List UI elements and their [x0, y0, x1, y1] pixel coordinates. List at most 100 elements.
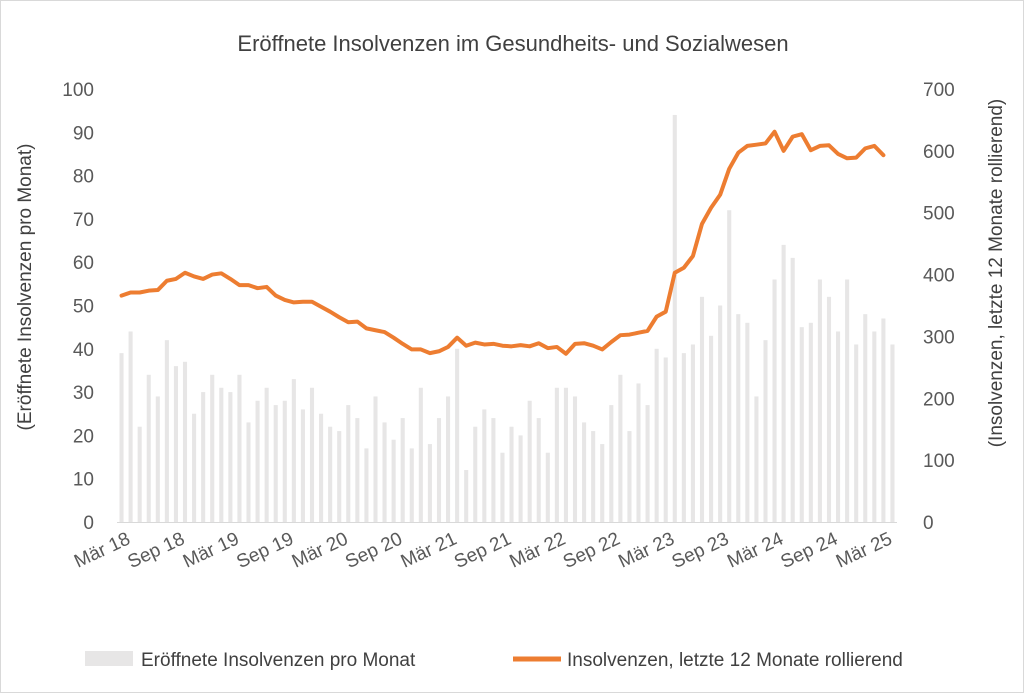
monthly-bar: [727, 210, 732, 523]
monthly-bar: [826, 296, 832, 522]
right-y-axis-ticks: 0 100 200 300 400 500 600 700: [923, 80, 955, 534]
monthly-bar: [554, 387, 559, 522]
monthly-bar: [137, 426, 142, 522]
legend-line-label: Insolvenzen, letzte 12 Monate rollierend: [567, 650, 903, 671]
monthly-bar: [527, 400, 532, 522]
monthly-bar: [518, 435, 523, 522]
monthly-bar: [845, 279, 850, 522]
monthly-bar: [536, 418, 541, 522]
y2-tick-label: 100: [923, 451, 955, 472]
y-tick-label: 30: [73, 383, 94, 404]
y-tick-label: 90: [73, 123, 94, 144]
monthly-bar: [636, 383, 641, 522]
monthly-bar: [391, 439, 396, 522]
chart-title: Eröffnete Insolvenzen im Gesundheits- un…: [237, 31, 788, 56]
monthly-bar: [328, 426, 333, 522]
monthly-bar: [509, 426, 514, 522]
x-tick-label: Mär 20: [289, 528, 351, 572]
monthly-bar: [309, 387, 315, 522]
monthly-bar: [119, 353, 124, 522]
y-tick-label: 40: [73, 340, 94, 361]
x-tick-label: Sep 19: [233, 528, 296, 572]
monthly-bar: [591, 431, 596, 522]
monthly-bar: [337, 431, 342, 522]
monthly-bar: [754, 396, 759, 522]
monthly-bar: [609, 405, 614, 522]
monthly-bar: [364, 448, 369, 522]
x-tick-label: Sep 18: [125, 528, 188, 572]
monthly-bar: [155, 396, 160, 522]
monthly-bar: [600, 444, 605, 522]
monthly-bar: [201, 392, 206, 522]
monthly-bar: [400, 418, 405, 522]
monthly-bar: [854, 344, 859, 522]
x-tick-label: Sep 20: [342, 528, 405, 572]
y2-tick-label: 500: [923, 204, 955, 225]
left-y-axis-label: (Eröffnete Insolvenzen pro Monat): [15, 144, 36, 431]
y2-tick-label: 700: [923, 80, 955, 101]
monthly-bar: [500, 452, 505, 522]
y-tick-label: 50: [73, 297, 94, 318]
monthly-bar: [781, 244, 786, 522]
monthly-bar: [291, 379, 296, 522]
monthly-bar: [355, 418, 360, 522]
x-tick-label: Mär 23: [615, 528, 677, 572]
x-tick-label: Mär 19: [180, 528, 242, 572]
monthly-bar: [618, 374, 623, 522]
monthly-bar: [464, 470, 469, 522]
monthly-bar: [672, 114, 677, 522]
monthly-bar: [799, 327, 804, 522]
y-tick-label: 70: [73, 210, 94, 231]
monthly-bar: [790, 257, 795, 522]
x-tick-label: Sep 22: [560, 528, 623, 572]
monthly-bar-series: [119, 114, 895, 523]
monthly-bar: [264, 387, 269, 522]
monthly-bar: [219, 387, 224, 522]
monthly-bar: [210, 374, 215, 522]
monthly-bar: [146, 374, 151, 522]
legend-bar-swatch: [85, 651, 133, 666]
monthly-bar: [872, 331, 877, 522]
rolling-12-month-line: [119, 129, 886, 356]
monthly-bar: [699, 296, 705, 522]
monthly-bar: [182, 361, 188, 522]
monthly-bar: [654, 348, 659, 522]
monthly-bar: [446, 396, 451, 522]
monthly-bar: [436, 418, 442, 522]
x-tick-label: Mär 24: [724, 528, 787, 572]
x-tick-label: Sep 23: [669, 528, 732, 572]
monthly-bar: [763, 340, 768, 522]
legend-bar-label: Eröffnete Insolvenzen pro Monat: [141, 650, 416, 671]
monthly-bar: [572, 396, 578, 522]
monthly-bar: [545, 452, 550, 522]
y-tick-label: 60: [73, 253, 94, 274]
monthly-bar: [246, 422, 251, 522]
monthly-bar: [418, 387, 423, 522]
monthly-bar: [409, 448, 414, 522]
left-y-axis-ticks: 0 10 20 30 40 50 60 70 80 90 100: [62, 80, 94, 534]
monthly-bar: [836, 331, 841, 522]
monthly-bar: [645, 405, 650, 522]
y-tick-label: 100: [62, 80, 94, 101]
x-tick-label: Mär 18: [71, 528, 133, 572]
monthly-bar: [663, 357, 668, 522]
x-tick-label: Sep 24: [778, 528, 842, 573]
y2-tick-label: 600: [923, 142, 955, 163]
monthly-bar: [192, 413, 197, 522]
monthly-bar: [709, 335, 714, 522]
monthly-bar: [745, 322, 750, 522]
monthly-bar: [173, 366, 178, 522]
y-tick-label: 0: [83, 513, 94, 534]
monthly-bar: [455, 348, 460, 522]
y2-tick-label: 0: [923, 513, 934, 534]
y-tick-label: 10: [73, 470, 94, 491]
monthly-bar: [300, 409, 305, 522]
monthly-bar: [736, 314, 741, 522]
monthly-bar: [273, 405, 278, 522]
x-tick-label: Sep 21: [451, 528, 514, 572]
monthly-bar: [373, 396, 378, 522]
x-tick-label: Mär 21: [398, 528, 460, 572]
